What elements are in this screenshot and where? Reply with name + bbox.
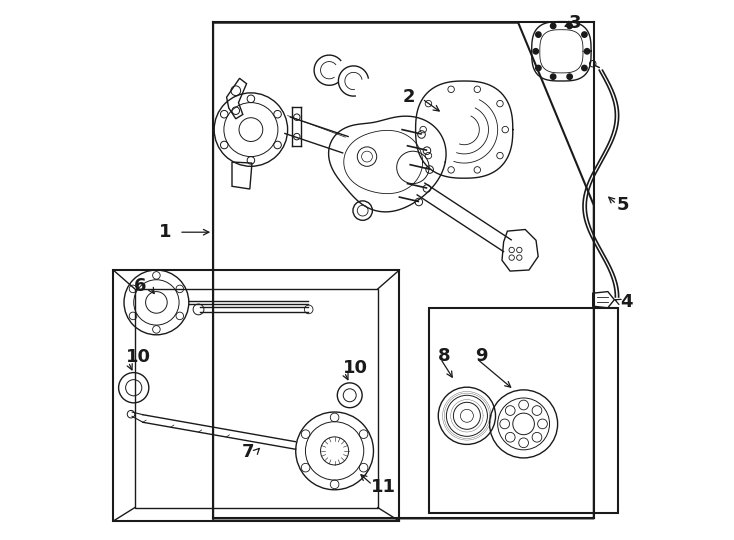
Circle shape xyxy=(567,74,573,79)
Circle shape xyxy=(582,32,587,37)
Text: 5: 5 xyxy=(617,196,629,214)
Circle shape xyxy=(584,49,589,54)
Text: 4: 4 xyxy=(619,293,632,312)
Text: 2: 2 xyxy=(403,88,415,106)
Text: 6: 6 xyxy=(134,277,147,295)
Text: 9: 9 xyxy=(475,347,487,366)
Circle shape xyxy=(550,74,556,79)
Text: 7: 7 xyxy=(242,443,255,461)
Text: 10: 10 xyxy=(126,348,150,367)
Circle shape xyxy=(567,23,573,29)
Text: 10: 10 xyxy=(343,359,368,377)
Circle shape xyxy=(536,65,541,71)
Text: 8: 8 xyxy=(438,347,451,366)
Text: 11: 11 xyxy=(371,478,396,496)
Circle shape xyxy=(536,32,541,37)
Circle shape xyxy=(550,23,556,29)
Circle shape xyxy=(533,49,539,54)
Circle shape xyxy=(582,65,587,71)
Text: 1: 1 xyxy=(159,223,172,241)
Text: 3: 3 xyxy=(568,14,581,32)
